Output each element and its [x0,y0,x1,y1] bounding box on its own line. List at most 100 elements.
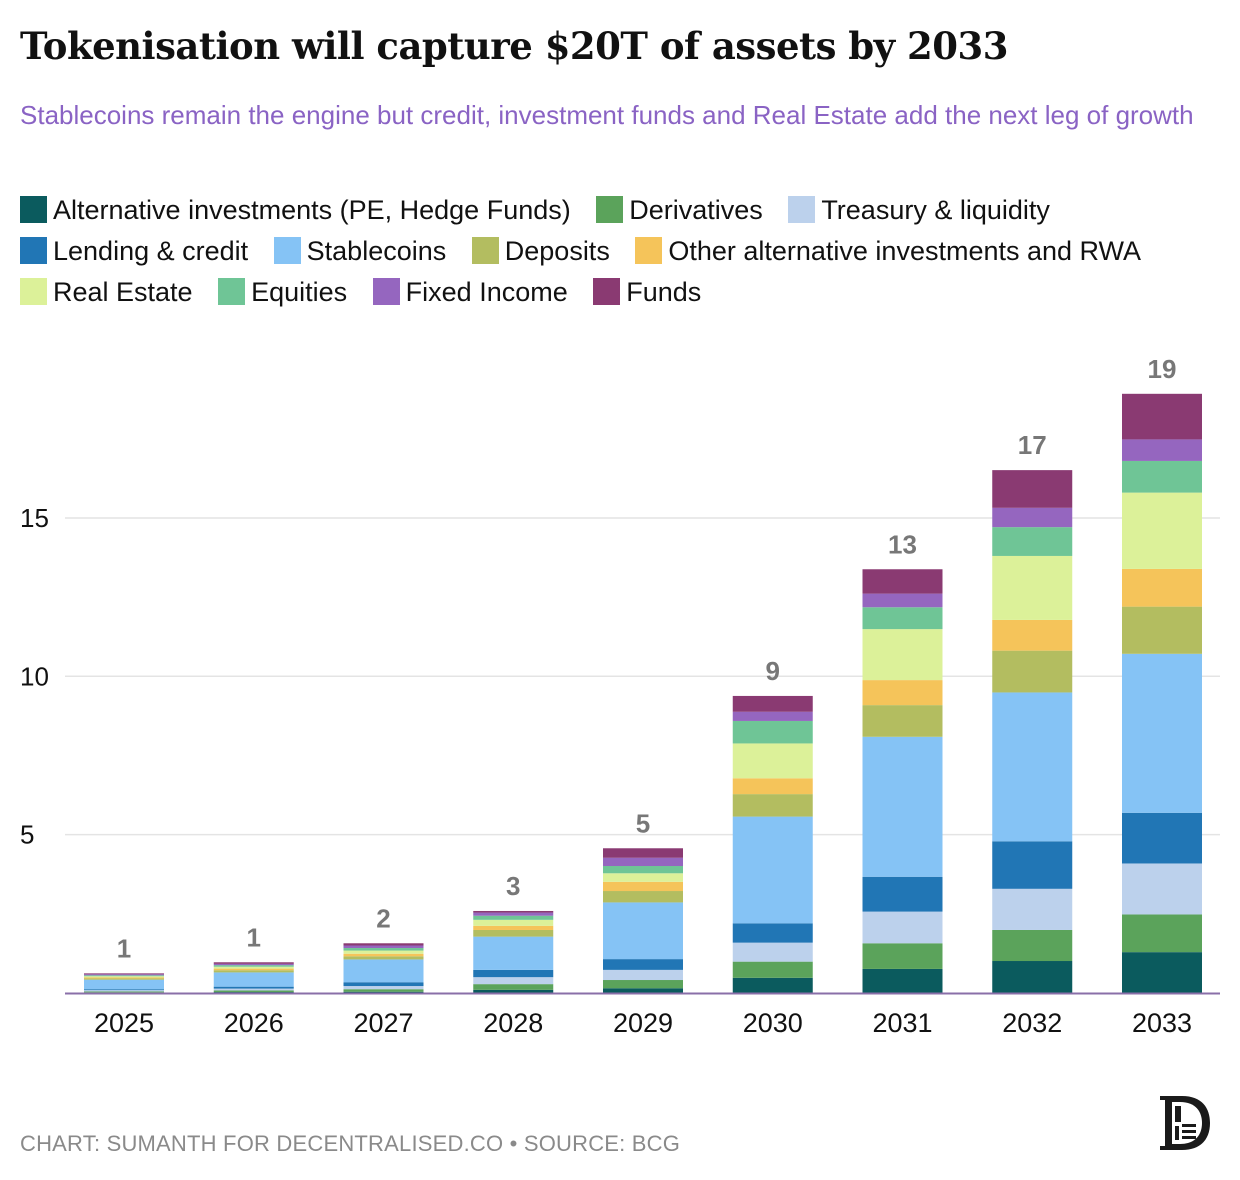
x-tick-label: 2032 [1002,1008,1062,1038]
decentralised-logo-icon [1156,1094,1212,1157]
bar-total-label: 19 [1148,354,1177,384]
x-tick-label: 2027 [353,1008,413,1038]
bar-segment [1122,568,1202,607]
bar-segment [343,956,424,960]
bar-segment [343,945,424,949]
bar-segment [343,953,424,957]
legend-swatch [218,278,246,305]
bar-segment [84,978,164,980]
bar-segment [473,912,554,916]
legend-label: Fixed Income [405,277,568,307]
bar-segment [992,527,1073,556]
bar-segment [1122,653,1202,813]
bar-segment [732,778,813,795]
legend-item: Stablecoins [273,236,447,266]
bar-segment [213,972,294,987]
legend-item: Real Estate [20,277,193,307]
y-tick-label: 5 [20,820,34,850]
bar-segment [343,943,424,946]
bar-segment [862,629,943,681]
bar-segment [473,919,554,926]
legend-item: Other alternative investments and RWA [635,236,1141,266]
bar-segment [862,876,943,912]
bar-segment [603,980,683,989]
bar-segment [732,720,813,744]
bar-segment [603,866,683,874]
bar-segment [992,470,1073,508]
bar-total-label: 1 [117,933,131,963]
bar-segment [862,607,943,630]
bar-segment [473,989,554,993]
bar-segment [473,984,554,990]
x-tick-label: 2031 [872,1008,932,1038]
bar-total-label: 17 [1018,430,1047,460]
bar-segment [84,973,164,975]
bar-total-label: 9 [766,656,780,686]
bar-segment [732,743,813,779]
bar-segment [1122,812,1202,864]
legend-swatch [20,196,47,223]
bar-segment [732,695,813,712]
bar-segment [213,970,294,973]
bar-segment [473,969,554,978]
legend-label: Lending & credit [53,236,249,266]
legend-swatch [593,278,621,305]
legend-label: Funds [626,277,702,307]
bar-segment [1122,492,1202,569]
legend-item: Alternative investments (PE, Hedge Funds… [20,195,571,225]
bar-segment [603,969,683,981]
bar-segment [473,910,554,913]
bar-segment [992,961,1073,993]
x-tick-label: 2030 [743,1008,803,1038]
x-tick-label: 2026 [224,1008,284,1038]
bar-segment [862,736,943,877]
bar-segment [732,711,813,721]
bar-segment [343,948,424,951]
legend-item: Fixed Income [372,277,568,307]
legend-swatch [20,237,47,264]
bar-segment [1122,460,1202,493]
x-tick-label: 2028 [483,1008,543,1038]
x-tick-label: 2033 [1132,1008,1192,1038]
bar-segment [473,936,554,970]
bar-segment [603,873,683,882]
bar-segment [732,816,813,924]
bar-total-label: 1 [247,922,261,952]
bar-segment [603,988,683,993]
bar-segment [992,650,1073,693]
bar-segment [603,891,683,903]
footer-separator: • [509,1131,518,1156]
x-tick-label: 2029 [613,1008,673,1038]
bar-segment [603,848,683,858]
footer-source: SOURCE: BCG [523,1131,681,1156]
legend-swatch [273,237,301,264]
x-tick-label: 2025 [94,1008,154,1038]
legend-swatch [788,196,816,223]
chart-subtitle: Stablecoins remain the engine but credit… [20,100,1194,130]
bar-segment [473,925,554,930]
legend-label: Stablecoins [306,236,447,266]
bar-segment [862,943,943,969]
legend-label: Other alternative investments and RWA [668,236,1142,266]
bar-segment [732,961,813,978]
legend-label: Alternative investments (PE, Hedge Funds… [53,195,571,225]
bar-segment [992,507,1073,528]
bar-segment [603,881,683,892]
bar-segment [992,555,1073,620]
legend-swatch [20,278,47,305]
legend-item: Deposits [471,236,610,266]
bar-segment [473,929,554,937]
bar-segment [213,988,294,991]
bar-segment [992,841,1073,889]
legend-swatch [372,278,400,305]
bar-segment [862,593,943,608]
bar-segment [343,982,424,987]
bar-segment [84,977,164,979]
footer: CHART: SUMANTH FOR DECENTRALISED.CO • SO… [20,1131,680,1157]
bar-segment [213,968,294,971]
legend-label: Deposits [504,236,610,266]
bar-segment [84,975,164,977]
bar-segment [343,950,424,954]
bar-segment [84,976,164,978]
